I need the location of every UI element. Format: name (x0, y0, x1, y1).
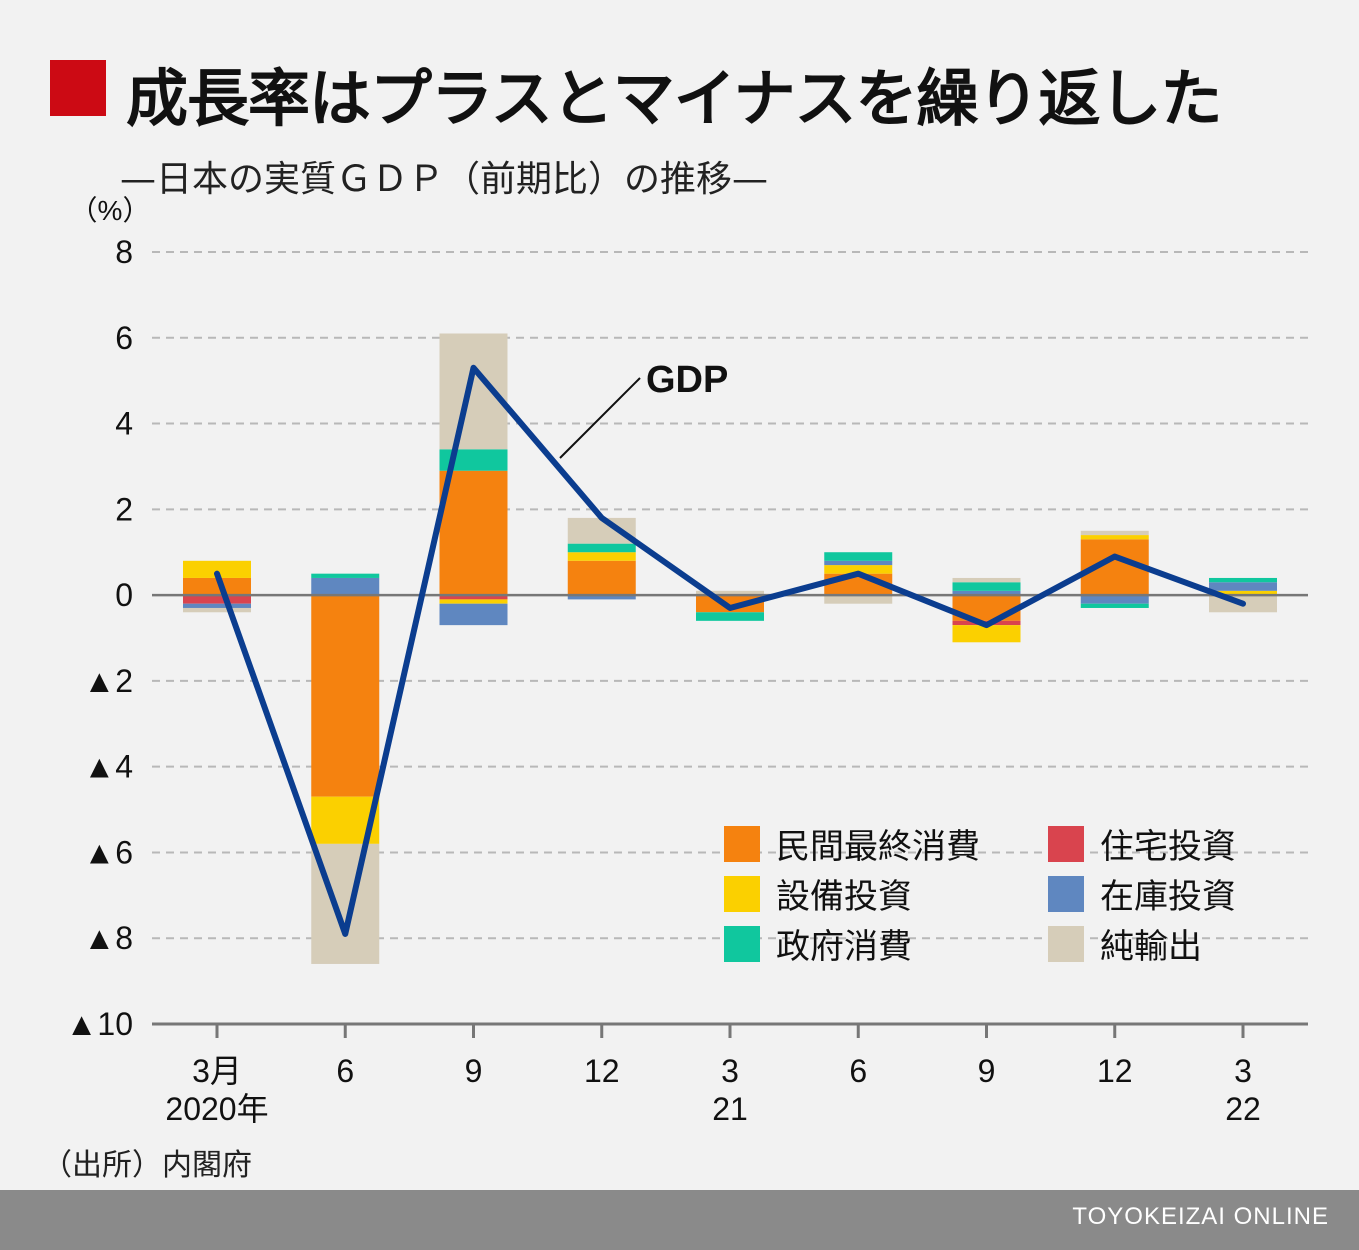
legend-label: 純輸出 (1100, 927, 1202, 967)
bar-segment (1209, 577, 1277, 583)
y-tick-label: ▲4 (84, 749, 133, 785)
bar-segment (439, 470, 508, 596)
bar-segment (1080, 530, 1149, 536)
y-tick-label: ▲10 (66, 1006, 133, 1042)
gdp-annotation-label: GDP (646, 359, 728, 401)
x-tick-label: 3 (1234, 1053, 1252, 1089)
chart-title: 成長率はプラスとマイナスを繰り返した (126, 62, 1223, 135)
bar-segment (1209, 582, 1277, 591)
bar-segment (183, 560, 251, 578)
x-tick-label: 3月 (192, 1053, 242, 1089)
y-tick-label: 0 (115, 577, 133, 613)
legend-swatch (724, 826, 760, 862)
legend-swatch (1048, 876, 1084, 912)
bar-segment (696, 590, 764, 596)
bar-segment (1080, 595, 1149, 604)
legend-label: 民間最終消費 (776, 827, 980, 867)
legend-label: 住宅投資 (1100, 827, 1236, 867)
bar-segment (1080, 535, 1149, 540)
bar-segment (183, 595, 251, 604)
x-tick-label: 6 (849, 1053, 867, 1089)
gdp-line (214, 364, 1246, 937)
legend-swatch (724, 876, 760, 912)
bar-segment (183, 603, 251, 608)
legend-swatch (1048, 926, 1084, 962)
x-tick-label: 22 (1225, 1091, 1261, 1127)
gdp-leader-line (559, 377, 641, 459)
brand-label: TOYOKEIZAI ONLINE (1072, 1203, 1329, 1230)
bar-segment (952, 577, 1021, 583)
x-tick-label: 6 (336, 1053, 354, 1089)
bar-segment (1080, 603, 1149, 608)
y-tick-label: 2 (115, 491, 133, 527)
bar-segment (696, 612, 764, 621)
y-tick-label: ▲6 (84, 834, 133, 870)
y-unit-label: （%） (70, 195, 151, 226)
y-tick-label: 6 (115, 320, 133, 356)
bar-segment (311, 595, 380, 797)
legend-swatch (724, 926, 760, 962)
legend-label: 政府消費 (776, 927, 912, 967)
gdp-line-series (214, 364, 1246, 937)
bar-segment (439, 603, 508, 626)
bar-segment (952, 582, 1021, 591)
stacked-bars (183, 333, 1277, 964)
legend-swatch (1048, 826, 1084, 862)
bar-segment (311, 577, 380, 596)
bar-segment (952, 590, 1021, 596)
y-tick-label: ▲8 (84, 920, 133, 956)
x-tick-label: 9 (978, 1053, 996, 1089)
x-tick-label: 9 (465, 1053, 483, 1089)
bar-segment (824, 552, 893, 561)
x-tick-label: 12 (584, 1053, 620, 1089)
y-tick-label: 8 (115, 234, 133, 270)
y-tick-label: ▲2 (84, 663, 133, 699)
y-tick-label: 4 (115, 406, 133, 442)
bar-segment (567, 543, 636, 553)
bar-segment (1209, 590, 1277, 596)
bar-segment (183, 577, 251, 596)
bar-segment (567, 560, 636, 596)
bar-segment (439, 599, 508, 604)
legend-label: 在庫投資 (1100, 877, 1236, 917)
bar-segment (567, 595, 636, 600)
legend-label: 設備投資 (776, 877, 912, 917)
bar-segment (183, 607, 251, 613)
chart-subtitle: —日本の実質ＧＤＰ（前期比）の推移— (120, 159, 769, 200)
x-tick-label: 21 (712, 1091, 748, 1127)
bar-segment (311, 573, 380, 578)
bar-segment (824, 565, 893, 574)
bar-segment (567, 552, 636, 561)
source-note: （出所）内閣府 (42, 1148, 252, 1183)
bar-segment (824, 560, 893, 566)
x-tick-label: 12 (1097, 1053, 1133, 1089)
bar-segment (567, 517, 636, 544)
x-tick-label: 2020年 (165, 1091, 268, 1127)
title-marker (50, 60, 106, 116)
bar-segment (439, 595, 508, 600)
bar-segment (824, 595, 893, 604)
gdp-annotation: GDP (559, 359, 728, 459)
bar-segment (952, 625, 1021, 643)
y-axis: （%） 8 6 4 2 0 ▲2 ▲4 ▲6 ▲8 ▲10 (66, 195, 151, 1042)
x-tick-label: 3 (721, 1053, 739, 1089)
footer-bar (0, 1190, 1359, 1250)
